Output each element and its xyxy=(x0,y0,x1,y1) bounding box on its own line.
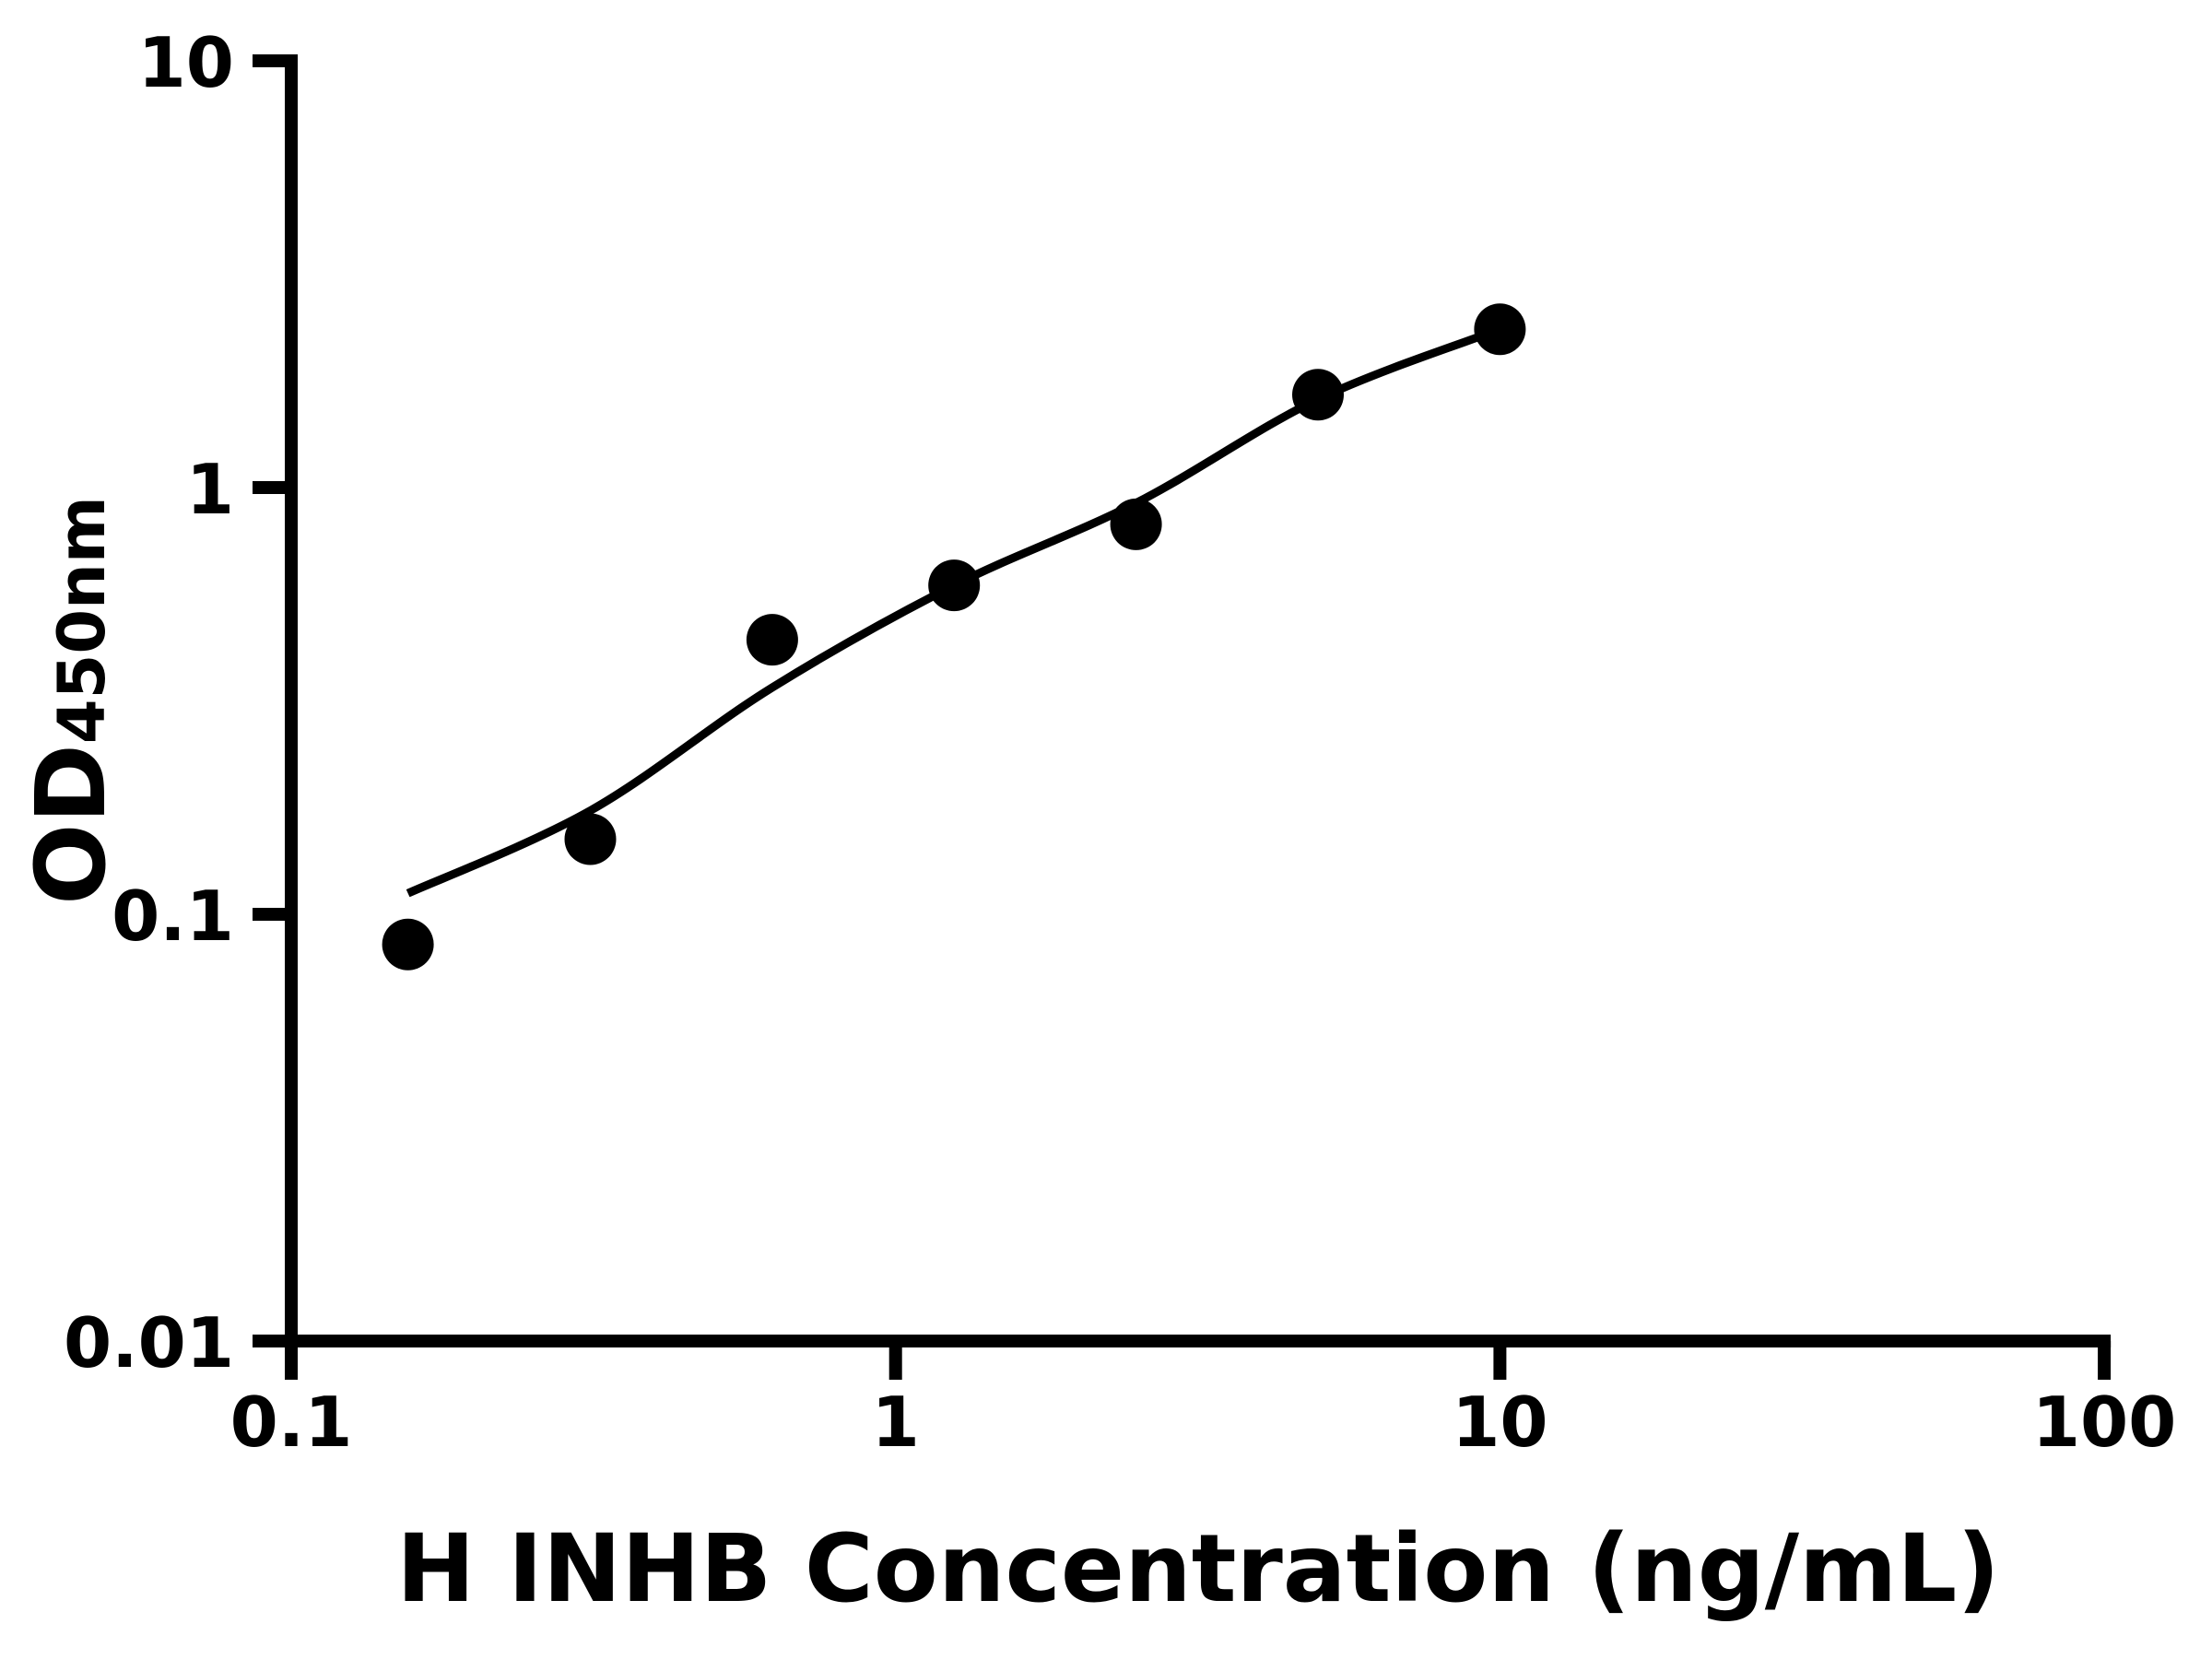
data-point-marker xyxy=(746,614,798,666)
data-point-marker xyxy=(928,559,981,612)
y-axis-tick-label: 1 xyxy=(186,449,234,530)
fit-curve-line xyxy=(406,325,1502,898)
data-point-marker xyxy=(564,813,617,865)
x-axis-tick-label: 0.1 xyxy=(230,1382,353,1463)
y-axis-tick-label: 0.1 xyxy=(112,876,234,957)
data-point-marker xyxy=(1292,369,1344,421)
data-point-marker xyxy=(1474,303,1526,356)
x-axis-tick-label: 10 xyxy=(1452,1382,1547,1463)
y-axis-title-main: OD xyxy=(15,744,127,905)
x-axis-tick-label: 100 xyxy=(2032,1382,2177,1463)
axis-ticks xyxy=(253,54,2112,1380)
x-axis-title: H INHB Concentration (ng/mL) xyxy=(396,1514,2000,1624)
y-axis-tick-label: 0.01 xyxy=(64,1302,234,1383)
y-axis-title: OD450nm xyxy=(15,496,127,905)
y-axis-title-subscript: 450nm xyxy=(44,496,120,744)
x-axis-tick-label: 1 xyxy=(872,1382,920,1463)
plot-area xyxy=(382,303,1526,971)
axes xyxy=(253,54,2112,1380)
y-axis-tick-label: 10 xyxy=(138,22,234,103)
data-point-marker xyxy=(382,918,434,971)
data-point-marker xyxy=(1110,498,1162,550)
